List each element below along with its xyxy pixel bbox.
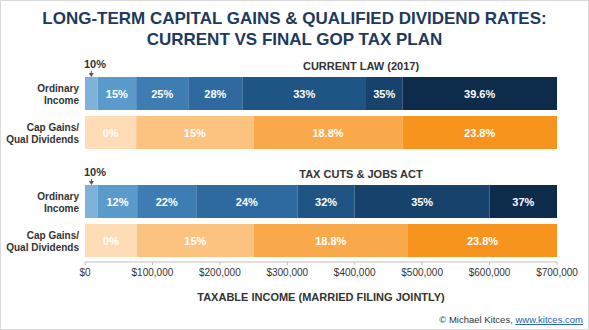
x-tick [354,262,355,265]
data-label: 22% [156,196,178,208]
category-label: Qual Dividends [6,242,79,253]
x-tick-label: $500,000 [401,267,443,278]
x-tick [422,262,423,265]
category-label: Cap Gains/ [27,122,79,133]
bars [85,77,557,257]
data-label: 0% [103,127,119,139]
annotation-arrowhead [89,73,94,77]
data-label: 33% [293,88,315,100]
category-label: Ordinary [37,191,79,202]
data-label: 35% [411,196,433,208]
annotation: 10% [84,58,106,70]
group-title: CURRENT LAW (2017) [303,60,419,72]
data-label: 15% [184,235,206,247]
bar-segment [136,116,253,149]
data-label: 18.8% [312,127,343,139]
credit: © Michael Kitces, www.kitces.com [439,314,583,325]
bar-segment [297,185,354,218]
data-label: 15% [184,127,206,139]
bar-segment [355,185,490,218]
bar-segment [85,116,136,149]
bar-segment [366,77,402,110]
annotation: 10% [84,166,106,178]
bar-segment [85,224,137,257]
subtitle: CURRENT VS FINAL GOP TAX PLAN [147,30,443,49]
bar-segment [408,224,557,257]
data-label: 39.6% [464,88,495,100]
x-tick-label: $400,000 [334,267,376,278]
x-tick-label: $600,000 [469,267,511,278]
x-tick [287,262,288,265]
x-tick [152,262,153,265]
data-label: 24% [236,196,258,208]
x-axis-label: TAXABLE INCOME (MARRIED FILING JOINTLY) [197,291,445,303]
bar-segment [402,116,557,149]
x-tick-label: $300,000 [266,267,308,278]
bar-segment [85,185,98,218]
bar-segment [98,185,137,218]
data-label: 37% [512,196,534,208]
bar-segment [137,224,254,257]
x-tick [489,262,490,265]
x-tick [219,262,220,265]
data-label: 28% [204,88,226,100]
bar-segment [490,185,557,218]
category-label: Income [44,203,79,214]
data-label: 25% [151,88,173,100]
data-label: 0% [103,235,119,247]
credit-part: © Michael Kitces, [439,314,515,325]
category-label: Income [44,95,79,106]
x-axis [85,262,557,263]
x-tick [557,262,558,265]
group-title: TAX CUTS & JOBS ACT [299,168,423,180]
data-label: 18.8% [315,235,346,247]
category-label: Cap Gains/ [27,230,79,241]
credit-part: www.kitces.com [514,314,583,325]
data-label: 12% [107,196,129,208]
bar-segment [242,77,366,110]
x-tick-label: $200,000 [199,267,241,278]
x-tick-label: $0 [79,267,91,278]
bar-segment [254,116,403,149]
bar-segment [136,77,188,110]
x-tick-label: $700,000 [536,267,578,278]
bar-segment [196,185,297,218]
annotation-arrowhead [89,181,94,185]
background [1,1,589,330]
bar-segment [85,77,98,110]
bar-segment [188,77,242,110]
data-label: 32% [315,196,337,208]
data-label: 23.8% [467,235,498,247]
category-label: Ordinary [37,83,79,94]
x-tick-label: $100,000 [132,267,174,278]
labels: CURRENT LAW (2017) 15% 25% 28% 33% 35% 39.6% Or… [6,58,534,253]
bar-segment [98,77,137,110]
category-label: Qual Dividends [6,134,79,145]
chart: LONG-TERM CAPITAL GAINS & QUALIFIED DIVI… [0,0,589,330]
title: LONG-TERM CAPITAL GAINS & QUALIFIED DIVI… [42,9,546,28]
data-label: 23.8% [464,127,495,139]
data-label: 35% [373,88,395,100]
bar-segment [254,224,408,257]
x-tick [85,262,86,265]
bar-segment [137,185,196,218]
data-label: 15% [106,88,128,100]
bar-segment [402,77,557,110]
